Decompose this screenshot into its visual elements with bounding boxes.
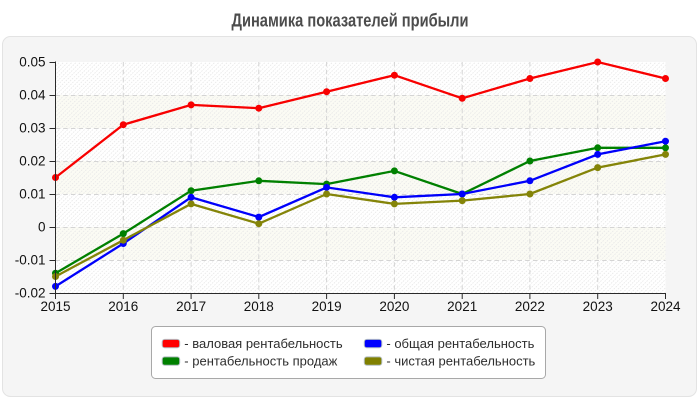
svg-text:- валовая рентабельность: - валовая рентабельность [184,336,343,351]
svg-text:2022: 2022 [515,299,545,314]
svg-text:-0.02: -0.02 [15,286,46,301]
svg-text:0: 0 [38,220,46,235]
svg-text:-0.01: -0.01 [15,253,46,268]
svg-text:2021: 2021 [447,299,477,314]
svg-text:2018: 2018 [244,299,274,314]
svg-text:0.05: 0.05 [19,55,45,70]
svg-text:2016: 2016 [108,299,138,314]
svg-text:0.03: 0.03 [19,121,45,136]
svg-text:2017: 2017 [176,299,206,314]
svg-text:2015: 2015 [40,299,70,314]
svg-text:2019: 2019 [312,299,342,314]
svg-text:- чистая рентабельность: - чистая рентабельность [386,354,535,369]
svg-text:2020: 2020 [379,299,409,314]
svg-text:- рентабельность продаж: - рентабельность продаж [184,354,337,369]
svg-text:Динамика показателей прибыли: Динамика показателей прибыли [232,11,469,31]
svg-text:0.02: 0.02 [19,154,45,169]
svg-text:- общая рентабельность: - общая рентабельность [386,336,534,351]
svg-text:2024: 2024 [650,299,681,314]
svg-text:0.01: 0.01 [19,187,45,202]
svg-text:0.04: 0.04 [19,88,46,103]
svg-text:2023: 2023 [583,299,613,314]
